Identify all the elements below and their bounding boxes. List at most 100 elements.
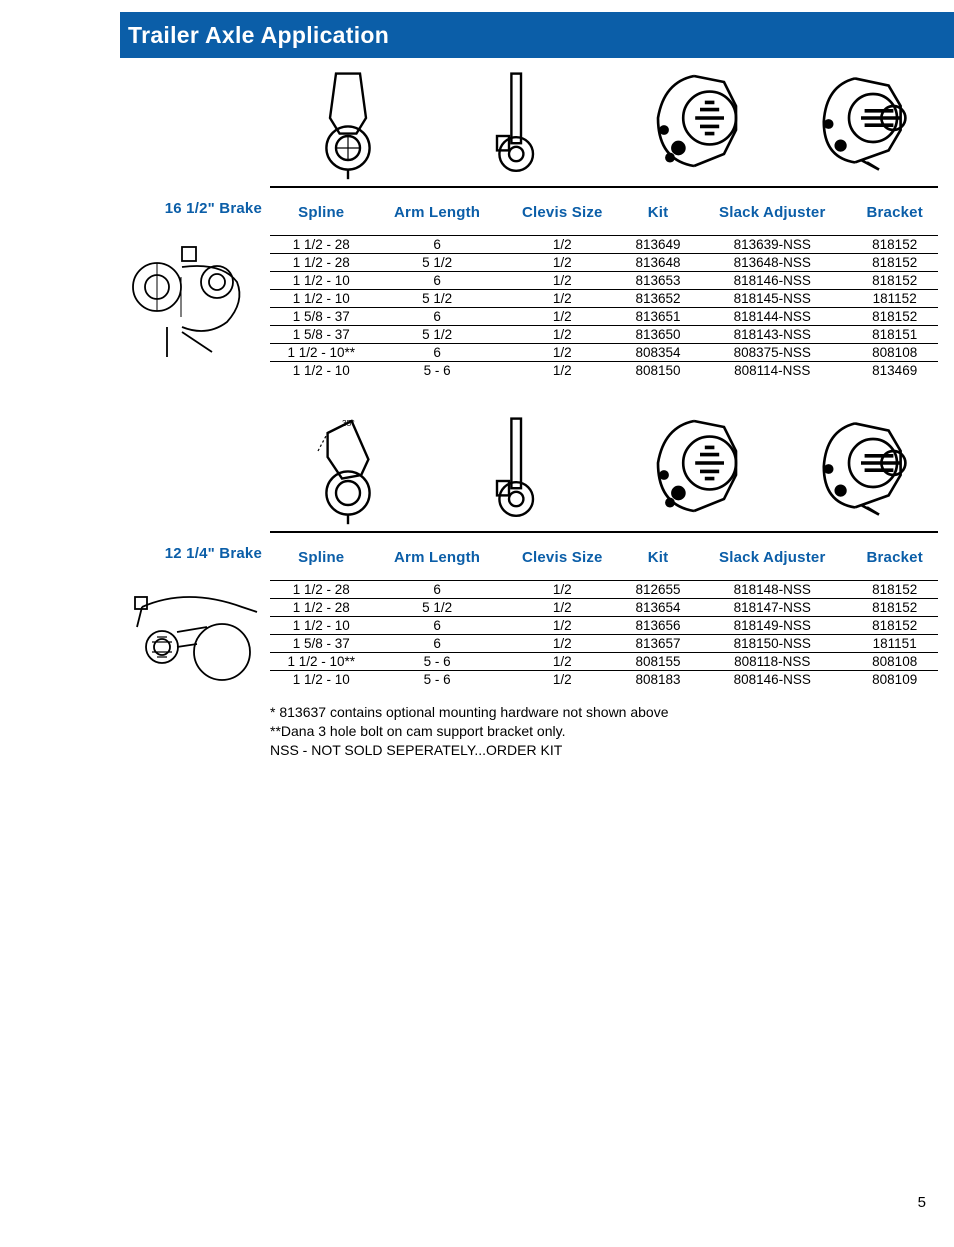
table-row: 1 1/2 - 105 - 61/2808150808114-NSS813469 bbox=[270, 362, 938, 380]
content: 16 1/2" Brake Spline Arm Length Clevis S… bbox=[120, 58, 938, 760]
header-bar: Trailer Axle Application bbox=[120, 12, 954, 58]
table-row: 1 1/2 - 285 1/21/2813654818147-NSS818152 bbox=[270, 599, 938, 617]
cell-arm: 6 bbox=[373, 344, 502, 362]
cell-bracket: 818152 bbox=[851, 254, 938, 272]
cell-clevis: 1/2 bbox=[502, 362, 623, 380]
cell-clevis: 1/2 bbox=[502, 599, 623, 617]
cell-slack: 818147-NSS bbox=[693, 599, 851, 617]
cell-kit: 813648 bbox=[623, 254, 693, 272]
table-row: 1 1/2 - 285 1/21/2813648813648-NSS818152 bbox=[270, 254, 938, 272]
cell-spline: 1 1/2 - 10** bbox=[270, 344, 373, 362]
brake-label-2: 12 1/4" Brake bbox=[120, 545, 262, 562]
cell-clevis: 1/2 bbox=[502, 653, 623, 671]
cell-clevis: 1/2 bbox=[502, 635, 623, 653]
cell-clevis: 1/2 bbox=[502, 326, 623, 344]
page-title: Trailer Axle Application bbox=[128, 22, 389, 49]
table-row: 1 1/2 - 2861/2813649813639-NSS818152 bbox=[270, 236, 938, 254]
cell-spline: 1 1/2 - 28 bbox=[270, 581, 373, 599]
table-row: 1 1/2 - 1061/2813656818149-NSS818152 bbox=[270, 617, 938, 635]
cell-kit: 813654 bbox=[623, 599, 693, 617]
section-2: 12 1/4" Brake Spline Arm Length Clevis S… bbox=[120, 543, 938, 697]
cell-slack: 808146-NSS bbox=[693, 671, 851, 689]
cell-bracket: 818152 bbox=[851, 617, 938, 635]
col-slack-adjuster: Slack Adjuster bbox=[693, 543, 851, 581]
data-table-2: Spline Arm Length Clevis Size Kit Slack … bbox=[270, 543, 938, 688]
hub-assembly-a-icon bbox=[623, 64, 753, 184]
slack-adjuster-drawing-icon bbox=[289, 64, 419, 184]
cell-spline: 1 1/2 - 10 bbox=[270, 290, 373, 308]
cell-kit: 813653 bbox=[623, 272, 693, 290]
cell-clevis: 1/2 bbox=[502, 581, 623, 599]
cell-slack: 818150-NSS bbox=[693, 635, 851, 653]
cell-kit: 808354 bbox=[623, 344, 693, 362]
section-1: 16 1/2" Brake Spline Arm Length Clevis S… bbox=[120, 198, 938, 379]
cell-clevis: 1/2 bbox=[502, 290, 623, 308]
cell-arm: 5 1/2 bbox=[373, 326, 502, 344]
table-row: 1 1/2 - 105 - 61/2808183808146-NSS808109 bbox=[270, 671, 938, 689]
table-header-row: Spline Arm Length Clevis Size Kit Slack … bbox=[270, 543, 938, 581]
col-spline: Spline bbox=[270, 543, 373, 581]
cell-clevis: 1/2 bbox=[502, 671, 623, 689]
cell-bracket: 808109 bbox=[851, 671, 938, 689]
cell-bracket: 818152 bbox=[851, 599, 938, 617]
cell-clevis: 1/2 bbox=[502, 272, 623, 290]
cell-arm: 6 bbox=[373, 581, 502, 599]
footnote-2: **Dana 3 hole bolt on cam support bracke… bbox=[270, 722, 938, 741]
cell-bracket: 818152 bbox=[851, 581, 938, 599]
cell-spline: 1 1/2 - 28 bbox=[270, 254, 373, 272]
col-spline: Spline bbox=[270, 198, 373, 236]
cell-slack: 813648-NSS bbox=[693, 254, 851, 272]
cell-arm: 5 1/2 bbox=[373, 254, 502, 272]
footnote-1: * 813637 contains optional mounting hard… bbox=[270, 703, 938, 722]
cell-bracket: 818152 bbox=[851, 308, 938, 326]
cell-spline: 1 5/8 - 37 bbox=[270, 308, 373, 326]
cell-kit: 813651 bbox=[623, 308, 693, 326]
cell-spline: 1 1/2 - 10 bbox=[270, 272, 373, 290]
slack-adjuster-angled-icon: 35° bbox=[289, 409, 419, 529]
cell-clevis: 1/2 bbox=[502, 344, 623, 362]
col-kit: Kit bbox=[623, 543, 693, 581]
cell-arm: 6 bbox=[373, 617, 502, 635]
part-images-row-2: 35° bbox=[270, 403, 938, 533]
table-row: 1 1/2 - 10**5 - 61/2808155808118-NSS8081… bbox=[270, 653, 938, 671]
cell-kit: 813656 bbox=[623, 617, 693, 635]
table-row: 1 1/2 - 1061/2813653818146-NSS818152 bbox=[270, 272, 938, 290]
brake-drawing-2-icon bbox=[127, 572, 262, 692]
cell-slack: 813639-NSS bbox=[693, 236, 851, 254]
col-arm-length: Arm Length bbox=[373, 198, 502, 236]
cell-slack: 808375-NSS bbox=[693, 344, 851, 362]
cell-spline: 1 1/2 - 10** bbox=[270, 653, 373, 671]
hub-assembly-a2-icon bbox=[623, 409, 753, 529]
cell-kit: 808183 bbox=[623, 671, 693, 689]
cell-bracket: 808108 bbox=[851, 653, 938, 671]
footnotes: * 813637 contains optional mounting hard… bbox=[270, 703, 938, 760]
page-number: 5 bbox=[918, 1194, 926, 1211]
table-header-row: Spline Arm Length Clevis Size Kit Slack … bbox=[270, 198, 938, 236]
table-row: 1 1/2 - 2861/2812655818148-NSS818152 bbox=[270, 581, 938, 599]
cell-arm: 5 1/2 bbox=[373, 290, 502, 308]
cell-bracket: 808108 bbox=[851, 344, 938, 362]
cell-clevis: 1/2 bbox=[502, 308, 623, 326]
cell-arm: 6 bbox=[373, 272, 502, 290]
cell-bracket: 181151 bbox=[851, 635, 938, 653]
hub-assembly-b2-icon bbox=[790, 409, 920, 529]
table-row: 1 1/2 - 105 1/21/2813652818145-NSS181152 bbox=[270, 290, 938, 308]
cell-bracket: 818151 bbox=[851, 326, 938, 344]
cell-spline: 1 5/8 - 37 bbox=[270, 326, 373, 344]
cell-spline: 1 1/2 - 10 bbox=[270, 362, 373, 380]
cell-kit: 813652 bbox=[623, 290, 693, 308]
brake-label-1: 16 1/2" Brake bbox=[120, 200, 262, 217]
hub-assembly-b-icon bbox=[790, 64, 920, 184]
cell-kit: 812655 bbox=[623, 581, 693, 599]
arm-drawing-2-icon bbox=[456, 409, 586, 529]
cell-slack: 818143-NSS bbox=[693, 326, 851, 344]
col-clevis-size: Clevis Size bbox=[502, 543, 623, 581]
cell-spline: 1 5/8 - 37 bbox=[270, 635, 373, 653]
cell-slack: 808114-NSS bbox=[693, 362, 851, 380]
cell-slack: 818148-NSS bbox=[693, 581, 851, 599]
brake-drawing-1-icon bbox=[127, 227, 262, 367]
cell-spline: 1 1/2 - 28 bbox=[270, 599, 373, 617]
cell-arm: 5 - 6 bbox=[373, 653, 502, 671]
cell-kit: 813657 bbox=[623, 635, 693, 653]
cell-arm: 5 1/2 bbox=[373, 599, 502, 617]
